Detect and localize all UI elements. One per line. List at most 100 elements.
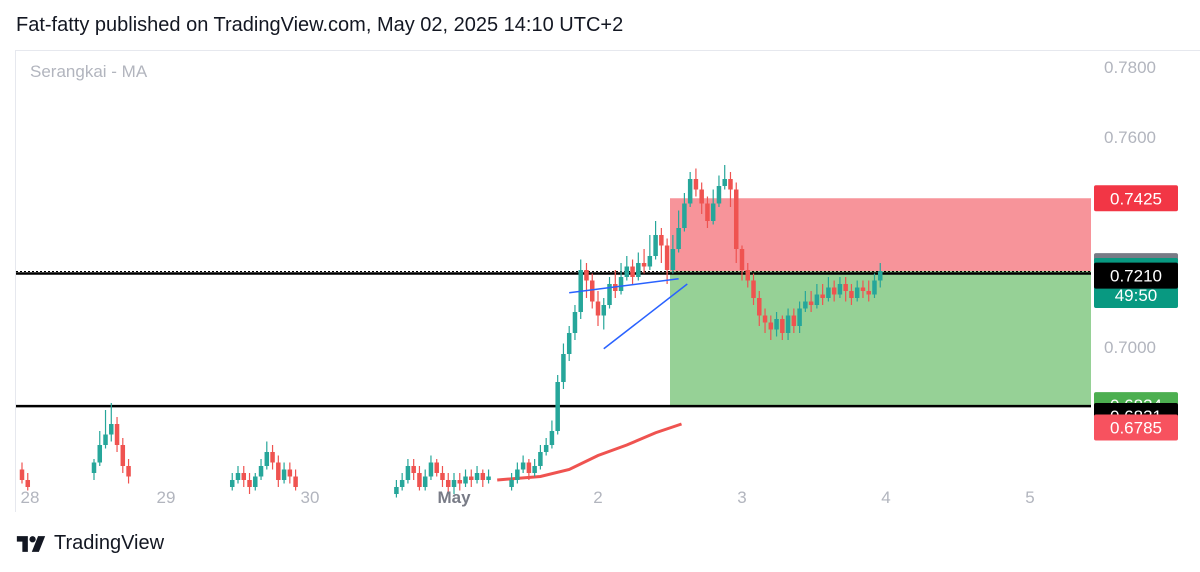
candle-body[interactable] bbox=[440, 473, 445, 480]
candle-body[interactable] bbox=[538, 452, 543, 466]
candle-body[interactable] bbox=[589, 280, 595, 302]
candle-body[interactable] bbox=[561, 354, 566, 382]
candle-body[interactable] bbox=[428, 462, 434, 477]
candle-body[interactable] bbox=[126, 466, 131, 477]
candle-body[interactable] bbox=[543, 445, 549, 452]
candle-body[interactable] bbox=[820, 294, 825, 299]
candle-body[interactable] bbox=[647, 256, 653, 267]
candle-body[interactable] bbox=[808, 301, 814, 306]
candle-body[interactable] bbox=[705, 203, 710, 222]
candle-body[interactable] bbox=[25, 480, 31, 487]
candle-body[interactable] bbox=[797, 308, 802, 327]
candle-body[interactable] bbox=[434, 462, 439, 474]
candle-body[interactable] bbox=[270, 452, 275, 463]
candle-body[interactable] bbox=[109, 424, 114, 435]
candle-body[interactable] bbox=[526, 462, 532, 474]
candle-body[interactable] bbox=[630, 266, 635, 278]
candle-body[interactable] bbox=[103, 434, 108, 446]
candle-body[interactable] bbox=[399, 480, 405, 487]
candle-body[interactable] bbox=[641, 263, 647, 267]
candle-body[interactable] bbox=[757, 298, 762, 316]
candle-body[interactable] bbox=[515, 469, 520, 481]
candle-body[interactable] bbox=[287, 469, 293, 477]
candle-body[interactable] bbox=[733, 189, 739, 250]
candle-body[interactable] bbox=[584, 270, 589, 281]
candle-body[interactable] bbox=[837, 284, 843, 295]
candle-body[interactable] bbox=[762, 315, 768, 323]
candle-body[interactable] bbox=[636, 263, 641, 277]
candle-body[interactable] bbox=[803, 301, 808, 309]
candle-body[interactable] bbox=[555, 382, 560, 431]
candle-body[interactable] bbox=[19, 469, 25, 481]
candle-body[interactable] bbox=[618, 277, 624, 291]
candle-body[interactable] bbox=[785, 315, 791, 334]
candle-body[interactable] bbox=[486, 476, 491, 481]
candle-body[interactable] bbox=[768, 322, 774, 330]
candle-body[interactable] bbox=[872, 280, 877, 295]
candle-body[interactable] bbox=[114, 424, 120, 445]
candle-body[interactable] bbox=[687, 179, 693, 204]
candle-body[interactable] bbox=[293, 476, 298, 488]
candle-body[interactable] bbox=[509, 480, 514, 487]
candle-body[interactable] bbox=[566, 333, 572, 354]
candle-body[interactable] bbox=[831, 287, 837, 295]
candle-body[interactable] bbox=[699, 189, 704, 204]
wedge-lower-line[interactable] bbox=[603, 283, 688, 350]
candle-body[interactable] bbox=[235, 473, 241, 480]
candle-body[interactable] bbox=[653, 235, 658, 256]
candle-body[interactable] bbox=[276, 462, 281, 481]
candle-body[interactable] bbox=[457, 480, 463, 484]
candle-body[interactable] bbox=[826, 287, 831, 299]
candle-body[interactable] bbox=[264, 452, 270, 466]
candle-body[interactable] bbox=[607, 284, 612, 305]
candle-body[interactable] bbox=[469, 476, 474, 481]
candle-body[interactable] bbox=[281, 469, 287, 481]
candle-body[interactable] bbox=[780, 319, 785, 333]
candle-body[interactable] bbox=[739, 249, 745, 270]
candle-body[interactable] bbox=[854, 287, 860, 299]
candle-body[interactable] bbox=[247, 480, 252, 487]
candle-body[interactable] bbox=[451, 480, 457, 487]
candle-body[interactable] bbox=[229, 480, 235, 487]
candle-body[interactable] bbox=[572, 312, 578, 333]
candle-body[interactable] bbox=[445, 480, 451, 487]
candle-body[interactable] bbox=[520, 462, 526, 470]
candle-body[interactable] bbox=[676, 228, 681, 249]
candle-body[interactable] bbox=[774, 319, 779, 330]
candle-body[interactable] bbox=[751, 280, 756, 299]
candle-body[interactable] bbox=[716, 186, 722, 204]
candle-body[interactable] bbox=[394, 487, 399, 494]
candle-body[interactable] bbox=[463, 476, 468, 484]
candle-body[interactable] bbox=[722, 179, 727, 186]
price-chart[interactable]: Serangkai - MA 0.7800 0.7600 0.7000 0.7425 0.… bbox=[16, 51, 1200, 513]
candle-body[interactable] bbox=[241, 473, 247, 480]
candle-body[interactable] bbox=[405, 466, 411, 480]
candle-body[interactable] bbox=[860, 287, 866, 292]
candle-body[interactable] bbox=[120, 445, 126, 466]
candle-body[interactable] bbox=[814, 294, 820, 306]
candle-body[interactable] bbox=[659, 235, 664, 246]
candle-body[interactable] bbox=[710, 203, 716, 222]
candle-body[interactable] bbox=[601, 305, 607, 316]
candle-body[interactable] bbox=[253, 476, 258, 488]
candle-body[interactable] bbox=[595, 301, 601, 316]
candle-body[interactable] bbox=[411, 466, 416, 473]
candle-body[interactable] bbox=[791, 315, 797, 327]
candle-body[interactable] bbox=[664, 245, 670, 271]
candle-body[interactable] bbox=[745, 270, 751, 281]
candle-body[interactable] bbox=[849, 291, 854, 298]
candle-body[interactable] bbox=[877, 271, 883, 281]
candle-body[interactable] bbox=[91, 462, 97, 474]
candle-body[interactable] bbox=[417, 473, 422, 487]
candle-body[interactable] bbox=[549, 431, 555, 445]
candle-body[interactable] bbox=[682, 203, 687, 229]
candle-body[interactable] bbox=[97, 445, 103, 463]
candle-body[interactable] bbox=[866, 291, 871, 295]
candle-body[interactable] bbox=[258, 466, 264, 477]
candle-body[interactable] bbox=[532, 466, 537, 473]
candle-body[interactable] bbox=[474, 473, 480, 480]
candle-body[interactable] bbox=[693, 179, 699, 190]
chart-area[interactable]: Serangkai - MA 0.7800 0.7600 0.7000 0.7425 0.… bbox=[15, 50, 1200, 512]
wedge-upper-line[interactable] bbox=[569, 278, 679, 294]
candle-body[interactable] bbox=[728, 179, 733, 190]
